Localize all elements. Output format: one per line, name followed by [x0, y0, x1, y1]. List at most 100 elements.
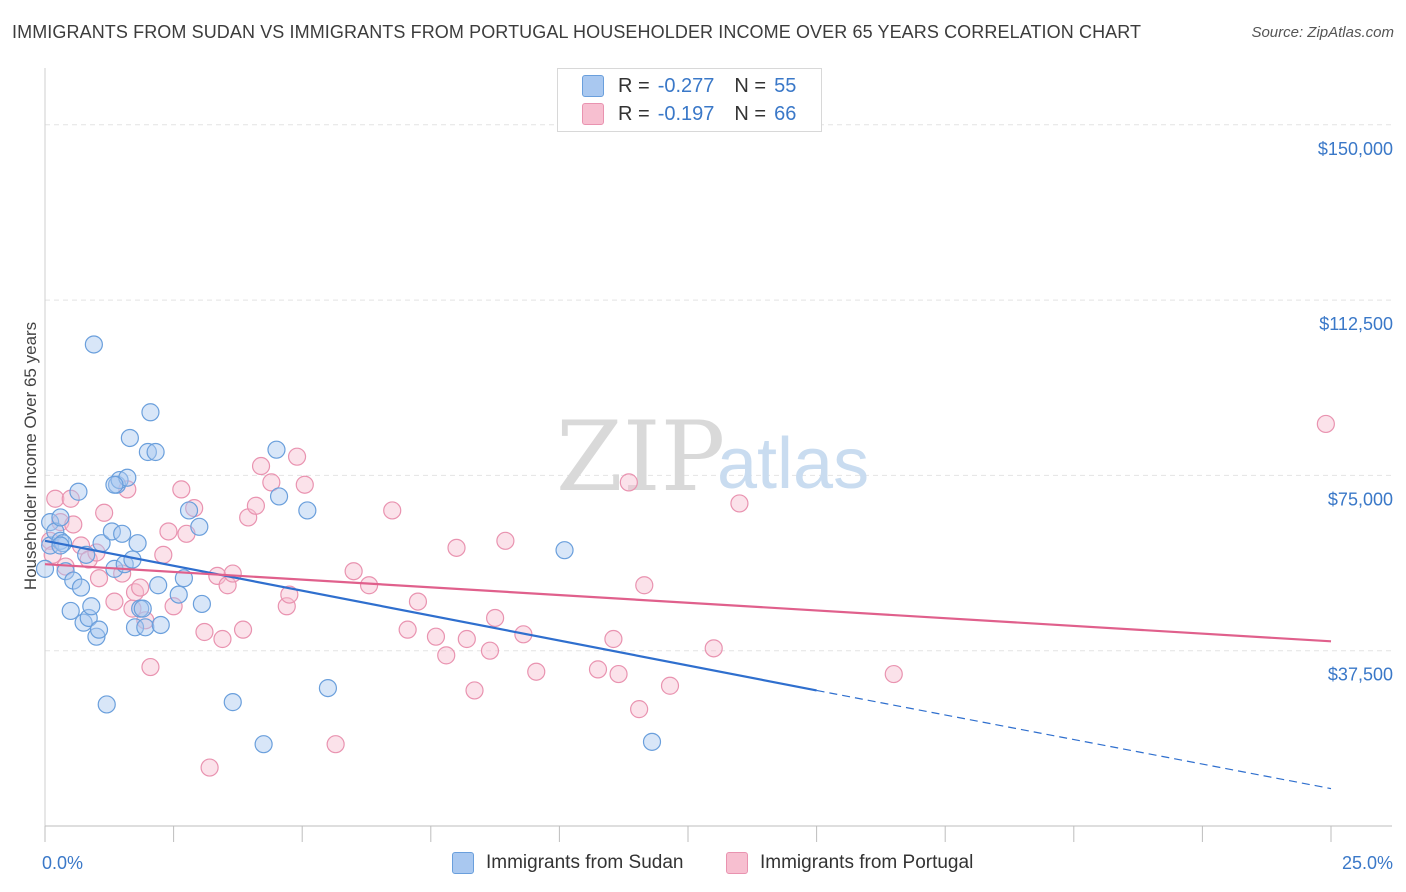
sudan-point [114, 525, 131, 542]
sudan-point [643, 733, 660, 750]
sudan-point [137, 619, 154, 636]
sudan-point [73, 579, 90, 596]
portugal-point [705, 640, 722, 657]
legend-item-portugal-label: Immigrants from Portugal [760, 852, 973, 874]
legend-item-sudan[interactable]: Immigrants from Sudan [452, 852, 683, 874]
portugal-point [106, 593, 123, 610]
sudan-swatch [582, 75, 604, 97]
portugal-point [201, 759, 218, 776]
portugal-point [589, 661, 606, 678]
sudan-point [193, 595, 210, 612]
portugal-point [327, 736, 344, 753]
sudan-point [52, 509, 69, 526]
watermark-atlas: atlas [717, 424, 869, 504]
portugal-swatch [582, 103, 604, 125]
legend-r-label: R = [618, 75, 650, 98]
sudan-legend-swatch [452, 852, 474, 874]
sudan-point [152, 616, 169, 633]
portugal-r-value: -0.197 [658, 103, 715, 126]
sudan-point [70, 483, 87, 500]
portugal-point [631, 701, 648, 718]
sudan-point [83, 598, 100, 615]
portugal-legend-swatch [726, 852, 748, 874]
sudan-point [319, 680, 336, 697]
sudan-point [191, 518, 208, 535]
legend-n-label: N = [734, 103, 766, 126]
sudan-point [224, 694, 241, 711]
portugal-point [214, 631, 231, 648]
legend-row-portugal: R = -0.197 N = 66 [582, 99, 796, 129]
portugal-point [361, 577, 378, 594]
portugal-point [528, 663, 545, 680]
sudan-point [134, 600, 151, 617]
portugal-point [235, 621, 252, 638]
portugal-point [47, 490, 64, 507]
sudan-point [556, 542, 573, 559]
y-tick-labels: $37,500 $75,000 $112,500 $150,000 [1318, 139, 1393, 685]
y-tick-label: $37,500 [1328, 665, 1393, 685]
portugal-point [481, 642, 498, 659]
portugal-point [458, 631, 475, 648]
sudan-point [150, 577, 167, 594]
portugal-point [620, 474, 637, 491]
sudan-point [268, 441, 285, 458]
portugal-point [438, 647, 455, 664]
sudan-point [147, 444, 164, 461]
legend-r-label: R = [618, 103, 650, 126]
portugal-point [1317, 415, 1334, 432]
sudan-trend-extrapolation [817, 690, 1331, 788]
legend-item-portugal[interactable]: Immigrants from Portugal [726, 852, 973, 874]
portugal-point [142, 659, 159, 676]
sudan-point [91, 621, 108, 638]
sudan-trend-line [45, 541, 817, 691]
series-legend: Immigrants from Sudan Immigrants from Po… [0, 852, 1406, 878]
portugal-point [610, 666, 627, 683]
sudan-points [37, 336, 661, 753]
portugal-point [885, 666, 902, 683]
portugal-point [173, 481, 190, 498]
sudan-point [85, 336, 102, 353]
watermark: ZIP atlas [556, 401, 869, 513]
portugal-point [409, 593, 426, 610]
sudan-point [129, 535, 146, 552]
y-axis-label: Householder Income Over 65 years [21, 322, 40, 590]
portugal-point [160, 523, 177, 540]
sudan-point [271, 488, 288, 505]
portugal-point [384, 502, 401, 519]
portugal-point [345, 563, 362, 580]
scatter-chart: ZIP atlas $37,500 $75,000 $112,500 $150,000… [0, 0, 1406, 892]
portugal-point [636, 577, 653, 594]
sudan-point [106, 476, 123, 493]
trend-lines [45, 541, 1331, 789]
portugal-point [196, 623, 213, 640]
portugal-point [155, 546, 172, 563]
sudan-point [121, 429, 138, 446]
portugal-point [289, 448, 306, 465]
portugal-point [91, 570, 108, 587]
portugal-point [731, 495, 748, 512]
portugal-point [487, 609, 504, 626]
y-tick-label: $112,500 [1319, 314, 1393, 334]
portugal-point [253, 458, 270, 475]
portugal-point [605, 631, 622, 648]
portugal-point [132, 579, 149, 596]
portugal-point [247, 497, 264, 514]
portugal-point [427, 628, 444, 645]
gridlines [45, 125, 1392, 651]
sudan-point [299, 502, 316, 519]
portugal-point [497, 532, 514, 549]
sudan-r-value: -0.277 [658, 75, 715, 98]
y-tick-label: $150,000 [1318, 139, 1393, 159]
portugal-point [448, 539, 465, 556]
sudan-point [142, 404, 159, 421]
legend-n-label: N = [734, 75, 766, 98]
sudan-point [98, 696, 115, 713]
portugal-n-value: 66 [774, 103, 796, 126]
portugal-point [399, 621, 416, 638]
y-tick-label: $75,000 [1328, 489, 1393, 509]
legend-row-sudan: R = -0.277 N = 55 [582, 71, 796, 101]
watermark-zip: ZIP [556, 401, 725, 513]
sudan-point [181, 502, 198, 519]
portugal-point [661, 677, 678, 694]
sudan-n-value: 55 [774, 75, 796, 98]
